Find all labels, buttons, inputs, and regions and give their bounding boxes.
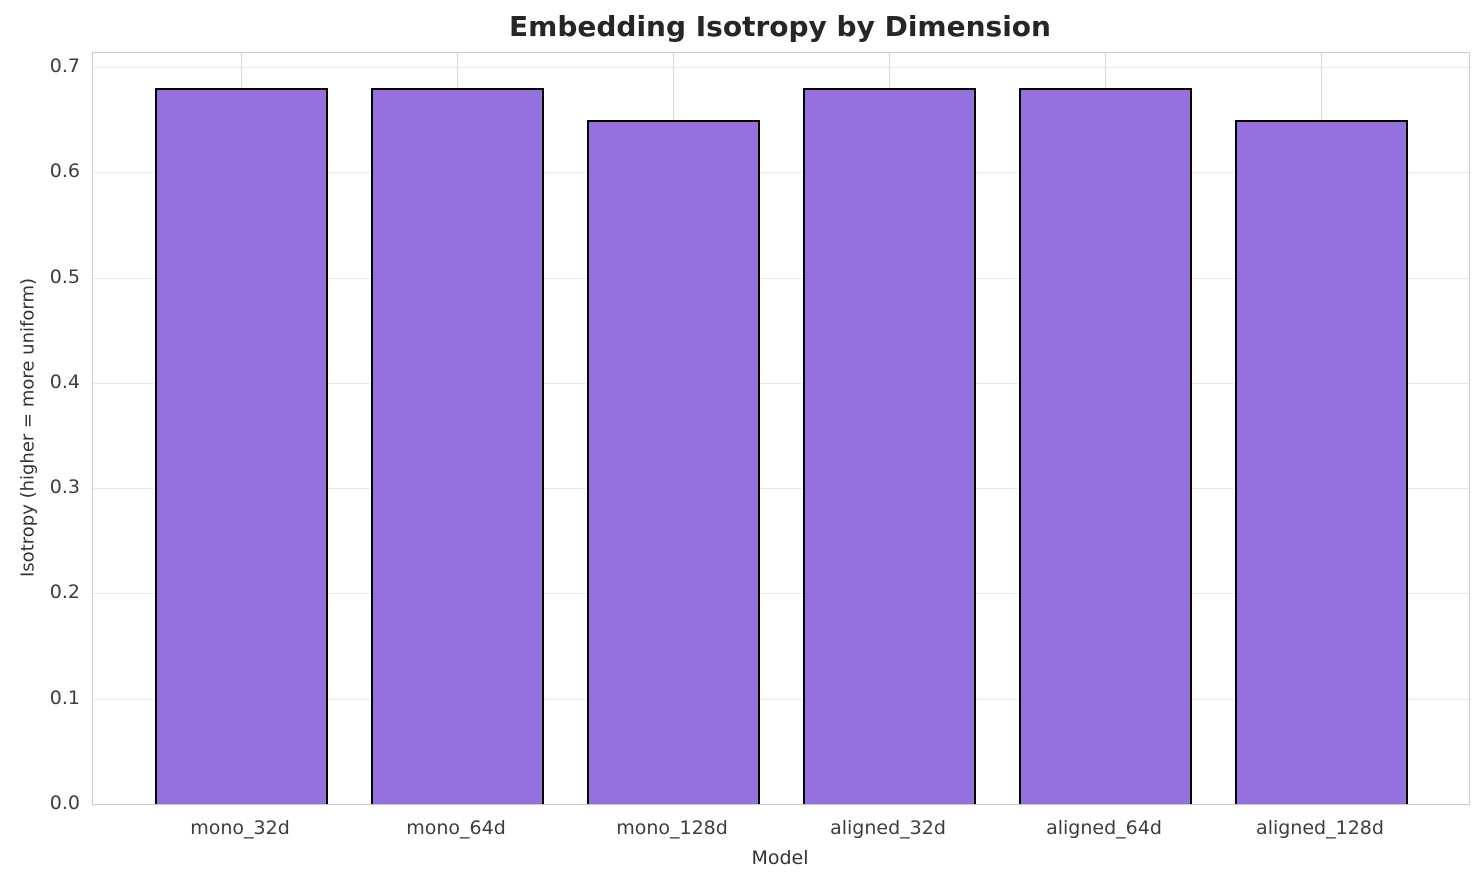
x-tick-label: mono_32d <box>190 817 290 839</box>
y-axis-label: Isotropy (higher = more uniform) <box>17 278 39 577</box>
bar-aligned_64d <box>1018 88 1192 804</box>
y-tick-label: 0.4 <box>49 370 80 393</box>
h-gridline-0.2 <box>93 593 1469 595</box>
x-tick-label: mono_128d <box>616 817 728 839</box>
x-tick-label: mono_64d <box>406 817 506 839</box>
h-gridline-0.3 <box>93 488 1469 490</box>
y-tick-label: 0.0 <box>49 792 80 814</box>
h-gridline-0.1 <box>93 698 1469 700</box>
x-axis-label: Model <box>751 847 809 869</box>
x-tick-label: aligned_64d <box>1046 817 1162 839</box>
y-tick-label: 0.6 <box>49 160 80 183</box>
bar-mono_128d <box>586 119 760 804</box>
bar-mono_64d <box>370 88 544 804</box>
chart-title: Embedding Isotropy by Dimension <box>509 10 1051 43</box>
y-tick-label: 0.2 <box>49 581 80 604</box>
plot-area <box>92 52 1470 805</box>
bar-aligned_128d <box>1234 119 1408 804</box>
bar-aligned_32d <box>802 88 976 804</box>
x-tick-label: aligned_128d <box>1256 817 1384 839</box>
h-gridline-0.6 <box>93 172 1469 174</box>
h-gridline-0.5 <box>93 277 1469 279</box>
y-tick-label: 0.5 <box>49 265 80 288</box>
h-gridline-0.4 <box>93 382 1469 384</box>
x-tick-label: aligned_32d <box>830 817 946 839</box>
y-tick-label: 0.1 <box>49 686 80 709</box>
y-tick-label: 0.7 <box>49 55 80 77</box>
bar-mono_32d <box>154 88 328 804</box>
h-gridline-0.7 <box>93 67 1469 68</box>
y-tick-label: 0.3 <box>49 476 80 499</box>
